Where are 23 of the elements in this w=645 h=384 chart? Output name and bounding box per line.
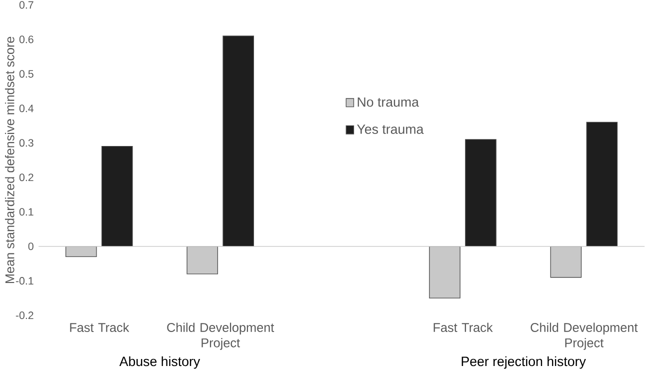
y-tick-label: 0.6: [19, 36, 34, 44]
bar: [101, 146, 133, 247]
y-tick-label: 0: [28, 242, 34, 250]
y-tick-label: 0.7: [19, 1, 34, 9]
bar: [465, 139, 496, 247]
legend-label: Yes trauma: [357, 124, 424, 134]
y-tick-label: 0.1: [19, 208, 34, 216]
legend-label: No trauma: [358, 97, 419, 107]
x-tick-label: Child Development Project: [167, 322, 274, 350]
text: Abuse history: [119, 356, 200, 369]
text: Peer rejection history: [462, 356, 586, 369]
y-tick-label: -0.2: [16, 312, 34, 320]
x-tick-label: Child Development Project: [530, 322, 638, 350]
y-axis-title: Mean standardized defensive mindset score: [4, 36, 14, 284]
y-tick-label: 0.4: [19, 104, 34, 112]
y-tick-label: 0.5: [19, 70, 34, 78]
y-tick-label: 0.3: [19, 139, 34, 147]
y-tick-label: -0.1: [16, 277, 34, 285]
y-tick-label: 0.2: [19, 174, 34, 182]
bar: [222, 36, 254, 247]
x-tick-label: Fast Track: [70, 322, 130, 332]
bar: [586, 122, 618, 247]
x-tick-label: Fast Track: [434, 322, 493, 332]
